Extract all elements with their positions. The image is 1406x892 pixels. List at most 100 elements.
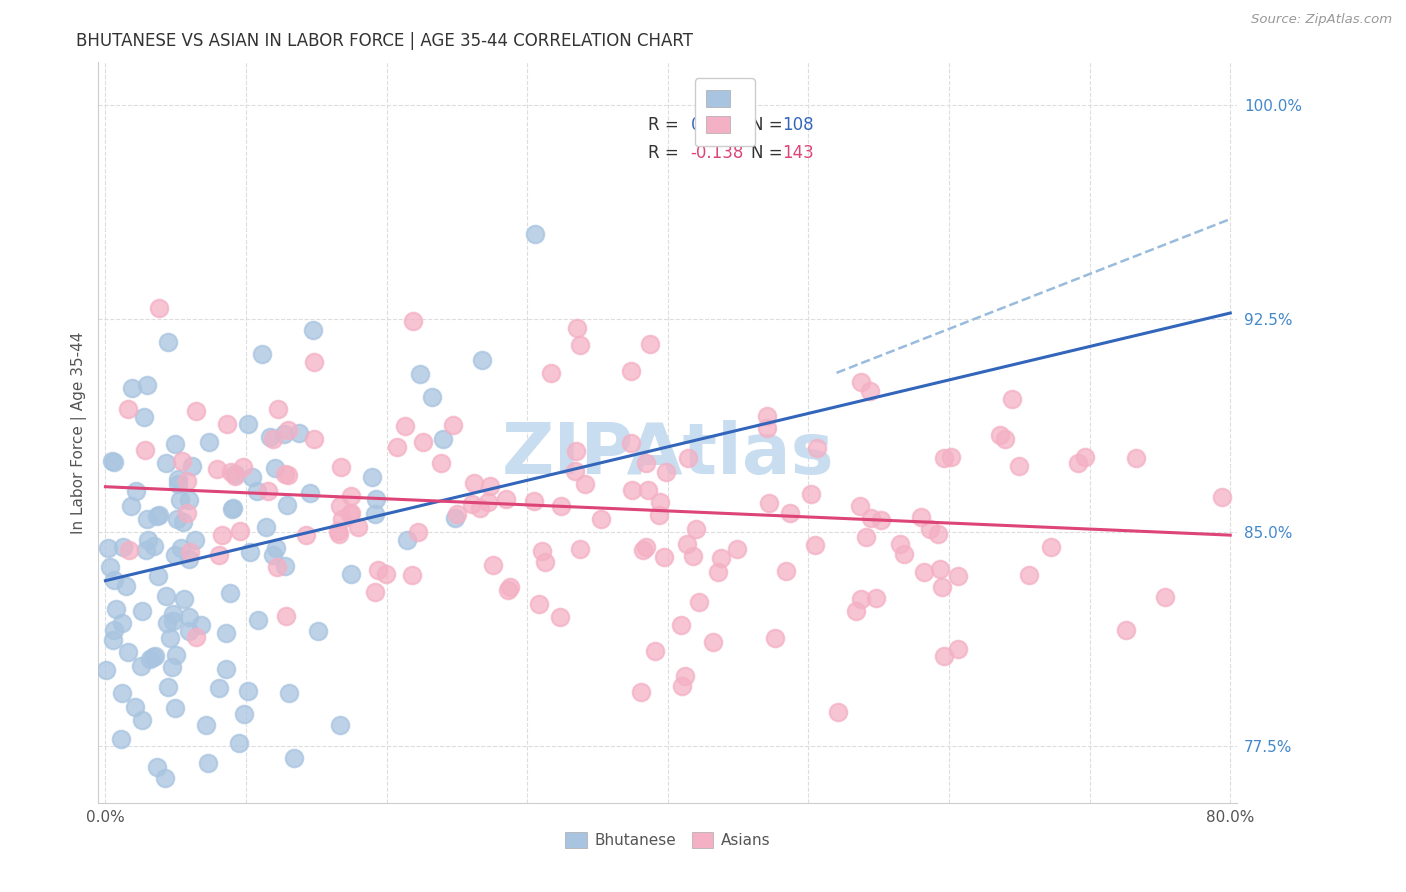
Point	[548, 609, 571, 624]
Text: 0.377: 0.377	[690, 116, 738, 135]
Point	[142, 650, 165, 665]
Point	[644, 644, 666, 658]
Point	[112, 540, 135, 554]
Point	[420, 390, 443, 404]
Point	[207, 681, 229, 696]
Point	[229, 524, 252, 539]
Point	[441, 417, 464, 432]
Point	[167, 472, 190, 486]
Point	[165, 648, 187, 663]
Point	[779, 506, 801, 520]
Point	[169, 492, 191, 507]
Text: ZIPAtlas: ZIPAtlas	[502, 420, 834, 490]
Text: -0.138: -0.138	[690, 144, 744, 161]
Point	[918, 522, 941, 536]
Point	[222, 500, 245, 515]
Point	[912, 566, 935, 580]
Point	[172, 515, 194, 529]
Point	[1115, 624, 1137, 638]
Point	[114, 579, 136, 593]
Point	[928, 561, 950, 575]
Point	[589, 512, 612, 526]
Point	[135, 543, 157, 558]
Point	[172, 454, 194, 468]
Point	[550, 500, 572, 514]
Text: Source: ZipAtlas.com: Source: ZipAtlas.com	[1251, 13, 1392, 27]
Point	[177, 552, 200, 566]
Point	[262, 432, 284, 446]
Point	[654, 465, 676, 479]
Point	[478, 479, 501, 493]
Point	[181, 458, 204, 473]
Point	[103, 573, 125, 587]
Point	[195, 718, 218, 732]
Point	[889, 537, 911, 551]
Point	[574, 477, 596, 491]
Point	[238, 684, 260, 698]
Point	[471, 353, 494, 368]
Point	[110, 616, 132, 631]
Point	[648, 508, 671, 522]
Point	[155, 589, 177, 603]
Point	[540, 366, 562, 380]
Point	[893, 548, 915, 562]
Point	[156, 680, 179, 694]
Point	[851, 591, 873, 606]
Point	[246, 613, 269, 627]
Point	[124, 700, 146, 714]
Point	[111, 685, 134, 699]
Point	[855, 530, 877, 544]
Point	[495, 492, 517, 507]
Point	[669, 618, 692, 632]
Point	[94, 663, 117, 677]
Point	[118, 543, 141, 558]
Text: R =: R =	[648, 144, 679, 161]
Point	[636, 540, 658, 554]
Text: 143: 143	[782, 144, 814, 161]
Point	[101, 633, 124, 648]
Point	[259, 430, 281, 444]
Point	[827, 705, 849, 719]
Point	[988, 428, 1011, 442]
Point	[148, 508, 170, 523]
Point	[257, 483, 280, 498]
Point	[849, 499, 872, 513]
Point	[129, 658, 152, 673]
Point	[134, 443, 156, 458]
Point	[364, 492, 387, 507]
Point	[170, 541, 193, 556]
Point	[859, 384, 882, 398]
Point	[239, 545, 262, 559]
Point	[159, 631, 181, 645]
Point	[100, 454, 122, 468]
Point	[211, 528, 233, 542]
Point	[394, 418, 416, 433]
Point	[910, 510, 932, 524]
Point	[110, 731, 132, 746]
Point	[676, 451, 699, 466]
Point	[758, 495, 780, 509]
Point	[800, 487, 823, 501]
Point	[299, 485, 322, 500]
Point	[523, 227, 546, 241]
Point	[307, 624, 329, 638]
Point	[673, 669, 696, 683]
Point	[136, 378, 159, 392]
Point	[301, 323, 323, 337]
Point	[401, 567, 423, 582]
Point	[184, 630, 207, 644]
Point	[262, 548, 284, 562]
Point	[277, 686, 299, 700]
Point	[994, 432, 1017, 446]
Point	[927, 526, 949, 541]
Point	[329, 718, 352, 732]
Point	[375, 566, 398, 581]
Point	[105, 601, 128, 615]
Point	[461, 497, 484, 511]
Point	[277, 423, 299, 437]
Point	[939, 450, 962, 464]
Point	[1211, 491, 1233, 505]
Point	[224, 467, 246, 482]
Point	[340, 567, 363, 582]
Point	[446, 507, 468, 521]
